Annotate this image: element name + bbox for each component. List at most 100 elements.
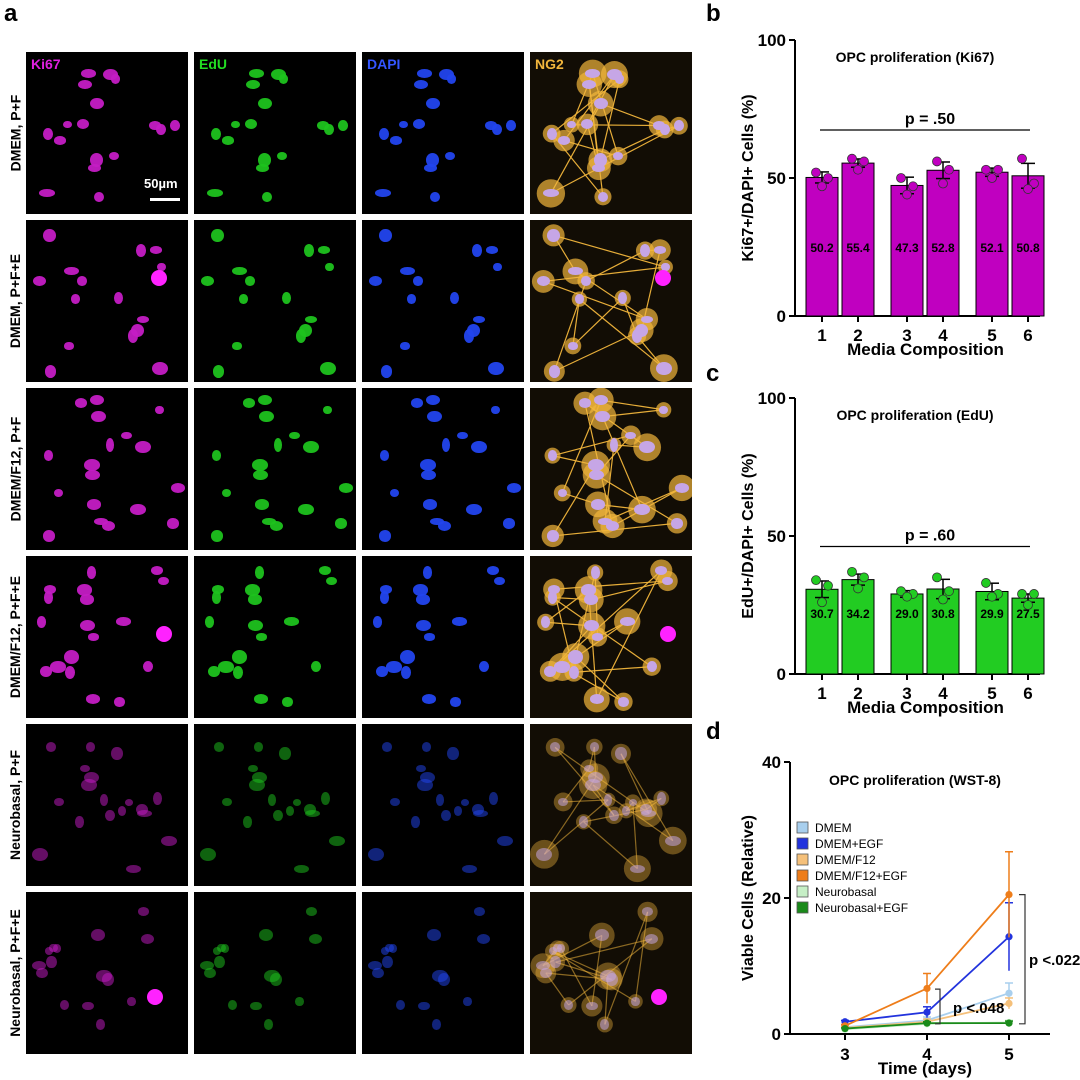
nucleus — [416, 764, 427, 773]
ng2-process — [552, 597, 653, 668]
nucleus — [543, 189, 559, 198]
nucleus — [641, 907, 654, 917]
nucleus — [549, 742, 561, 753]
nucleus — [478, 661, 489, 673]
bar-value-label: 29.0 — [895, 607, 919, 621]
nucleus — [380, 591, 390, 604]
legend-swatch — [796, 853, 809, 866]
nucleus — [466, 323, 481, 337]
nucleus — [655, 566, 668, 575]
nucleus — [625, 431, 637, 440]
nucleus — [250, 1001, 262, 1011]
nucleus — [582, 79, 597, 89]
nucleus — [102, 68, 118, 81]
nucleus — [36, 967, 48, 979]
bar — [975, 171, 1009, 317]
nucleus — [600, 1019, 610, 1030]
nucleus — [671, 518, 683, 529]
nucleus — [44, 450, 53, 461]
data-point — [896, 173, 906, 183]
nucleus — [243, 816, 252, 828]
data-point — [853, 164, 863, 175]
nucleus — [665, 835, 681, 846]
nucleus — [411, 816, 420, 828]
data-point — [811, 575, 821, 586]
nucleus — [413, 119, 426, 130]
nucleus — [540, 967, 552, 979]
chart-edu: OPC proliferation (EdU) 0 50 100 EdU+/DAPI+ … — [740, 389, 1045, 717]
nucleus — [422, 499, 438, 510]
data-point — [896, 586, 906, 597]
data-point — [987, 591, 997, 602]
micrograph-tile — [530, 388, 692, 550]
nucleus — [317, 121, 329, 130]
nucleus — [557, 488, 567, 498]
ng2-process — [543, 777, 597, 855]
nucleus — [77, 119, 90, 130]
nucleus — [111, 747, 123, 761]
nucleus — [546, 530, 559, 542]
panel-label-b: b — [706, 0, 721, 27]
nucleus — [487, 566, 500, 575]
nucleus — [554, 661, 571, 673]
nucleus — [338, 482, 354, 493]
nucleus — [220, 944, 230, 954]
row-label: DMEM, P+F — [6, 52, 24, 214]
y-tick-label: 0 — [777, 665, 786, 684]
channel-label: DAPI — [367, 56, 401, 72]
nucleus — [326, 576, 338, 586]
nucleus — [494, 576, 506, 586]
ng2-process — [620, 753, 674, 841]
nucleus — [606, 68, 622, 81]
nucleus — [293, 864, 309, 873]
nucleus — [641, 809, 657, 817]
nucleus — [298, 323, 313, 337]
nucleus — [590, 499, 606, 510]
y-tick-label: 50 — [767, 527, 786, 546]
nucleus — [210, 127, 221, 140]
nucleus — [585, 69, 601, 78]
nucleus — [584, 620, 600, 632]
data-point — [847, 566, 857, 577]
data-point — [902, 591, 912, 602]
nucleus — [640, 244, 651, 257]
nucleus — [32, 276, 46, 287]
nucleus — [44, 947, 54, 956]
nucleus — [231, 121, 241, 129]
nucleus — [634, 323, 649, 337]
nucleus — [432, 1019, 442, 1030]
nucleus — [282, 291, 292, 305]
x-tick-label: 2 — [853, 326, 862, 345]
nucleus — [640, 315, 654, 323]
nucleus — [382, 955, 393, 969]
nucleus — [491, 123, 502, 136]
nucleus — [425, 153, 439, 167]
nucleus — [593, 153, 607, 167]
nucleus — [416, 620, 432, 632]
nucleus — [536, 961, 550, 971]
micrograph-tile: NG2 — [530, 52, 692, 214]
nucleus — [491, 405, 500, 414]
ng2-process — [585, 250, 646, 282]
data-point — [817, 597, 827, 608]
nucleus — [101, 520, 116, 532]
nucleus — [277, 152, 288, 161]
nucleus — [285, 805, 295, 816]
nucleus — [618, 291, 628, 305]
legend-label: DMEM/F12 — [815, 853, 876, 867]
nucleus — [629, 864, 645, 873]
ng2-process — [561, 400, 602, 494]
nucleus — [619, 617, 635, 626]
nucleus — [380, 364, 393, 378]
nucleus — [32, 961, 46, 971]
channel-label: EdU — [199, 56, 227, 72]
nucleus — [446, 74, 457, 85]
ng2-process — [562, 768, 590, 803]
ng2-process — [620, 753, 650, 814]
micrograph-tile — [530, 892, 692, 1054]
nucleus — [211, 228, 224, 242]
nucleus — [141, 933, 155, 944]
nucleus — [273, 438, 283, 452]
nucleus — [335, 518, 347, 529]
nucleus — [251, 459, 268, 471]
